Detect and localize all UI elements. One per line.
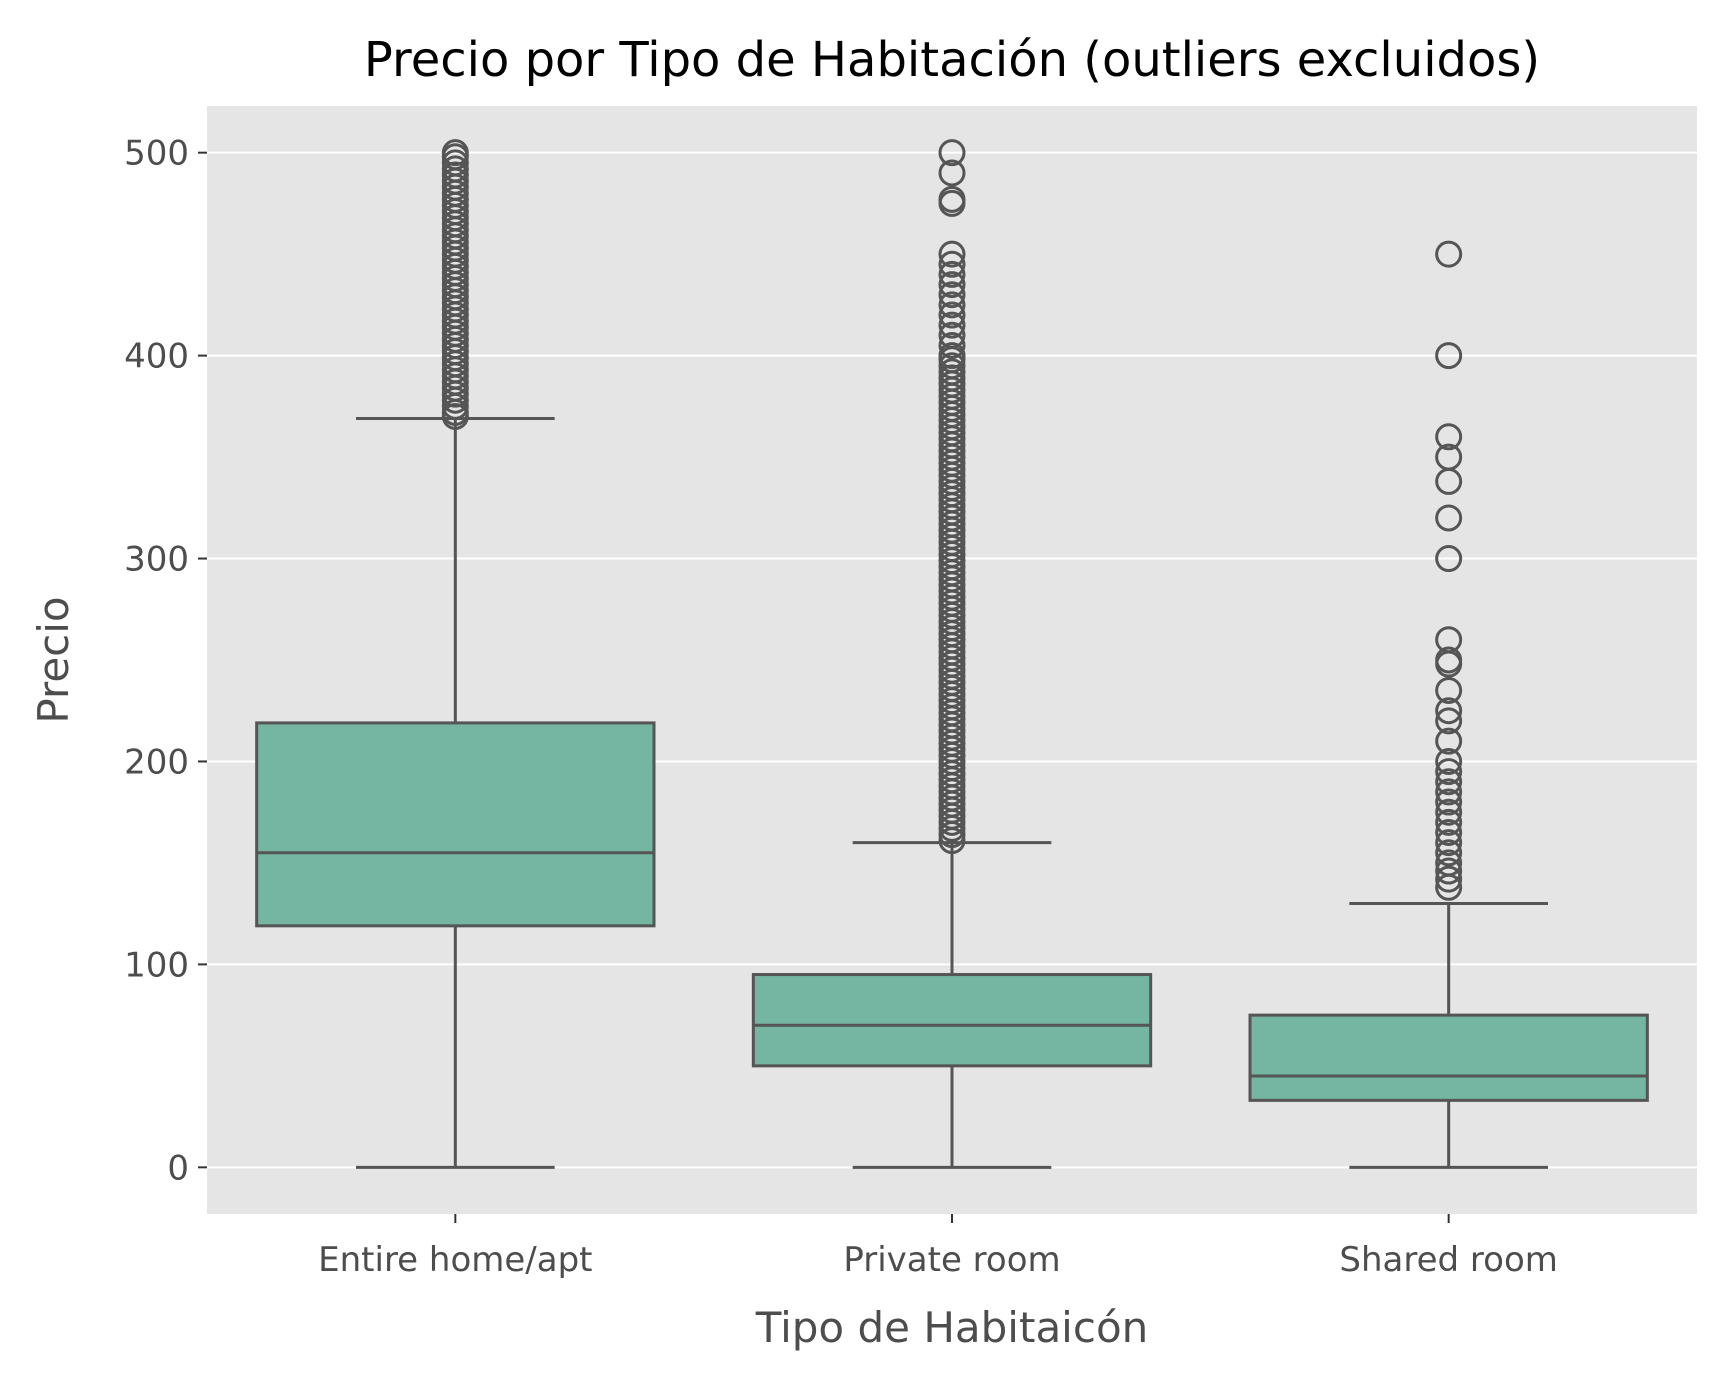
outlier-point: [1435, 747, 1463, 775]
box-group: [255, 139, 656, 1169]
outlier-point: [1435, 768, 1463, 796]
outlier-point: [1435, 857, 1463, 885]
outlier-point: [1435, 865, 1463, 893]
outlier-point: [1435, 758, 1463, 786]
outlier-point: [938, 240, 966, 268]
outlier-point: [1435, 443, 1463, 471]
outlier-point: [938, 185, 966, 213]
outlier-point: [938, 291, 966, 319]
outlier-point: [1435, 423, 1463, 451]
outlier-point: [1435, 545, 1463, 573]
outlier-point: [938, 342, 966, 370]
y-tick-label: 100: [124, 945, 189, 985]
outlier-point: [1435, 829, 1463, 857]
outlier-point: [938, 301, 966, 329]
outlier-point: [938, 321, 966, 349]
outlier-point: [1435, 697, 1463, 725]
outlier-point: [1435, 778, 1463, 806]
outlier-point: [1435, 839, 1463, 867]
outlier-point: [1435, 818, 1463, 846]
y-axis-label: Precio: [29, 596, 78, 723]
outlier-point: [1435, 808, 1463, 836]
outlier-point: [938, 271, 966, 299]
y-tick-label: 400: [124, 337, 189, 377]
outlier-point: [938, 139, 966, 167]
x-axis-label: Tipo de Habitaicón: [755, 1303, 1149, 1352]
outlier-point: [1435, 849, 1463, 877]
x-tick-label: Private room: [843, 1240, 1060, 1280]
iqr-box: [1248, 1013, 1649, 1102]
outlier-point: [1435, 707, 1463, 735]
outlier-point: [938, 311, 966, 339]
axis-ticks: 0 100 200 300 400 500 Entire home/apt Private r…: [124, 134, 1558, 1280]
outlier-point: [938, 250, 966, 278]
box-series: [255, 139, 1649, 1169]
outlier-point: [1435, 676, 1463, 704]
outlier-point: [938, 159, 966, 187]
outlier-point: [938, 281, 966, 309]
outlier-point: [938, 331, 966, 359]
outlier-point: [1435, 342, 1463, 370]
outlier-point: [938, 260, 966, 288]
outlier-point: [1435, 626, 1463, 654]
outlier-point: [1435, 646, 1463, 674]
outlier-point: [1435, 240, 1463, 268]
outlier-point: [1435, 798, 1463, 826]
box-group: [751, 139, 1153, 1169]
outlier-point: [1435, 727, 1463, 755]
x-tick-label: Shared room: [1339, 1240, 1557, 1280]
y-tick-label: 300: [124, 540, 189, 580]
outlier-point: [1435, 504, 1463, 532]
y-tick-label: 200: [124, 742, 189, 782]
outlier-point: [441, 139, 469, 167]
x-tick-label: Entire home/apt: [318, 1240, 592, 1280]
outlier-point: [1435, 788, 1463, 816]
box-group: [1248, 240, 1649, 1169]
iqr-box: [255, 721, 656, 928]
iqr-box: [751, 973, 1153, 1068]
y-tick-label: 500: [124, 134, 189, 174]
chart-title: Precio por Tipo de Habitación (outliers …: [364, 32, 1540, 88]
y-tick-label: 0: [167, 1148, 189, 1188]
